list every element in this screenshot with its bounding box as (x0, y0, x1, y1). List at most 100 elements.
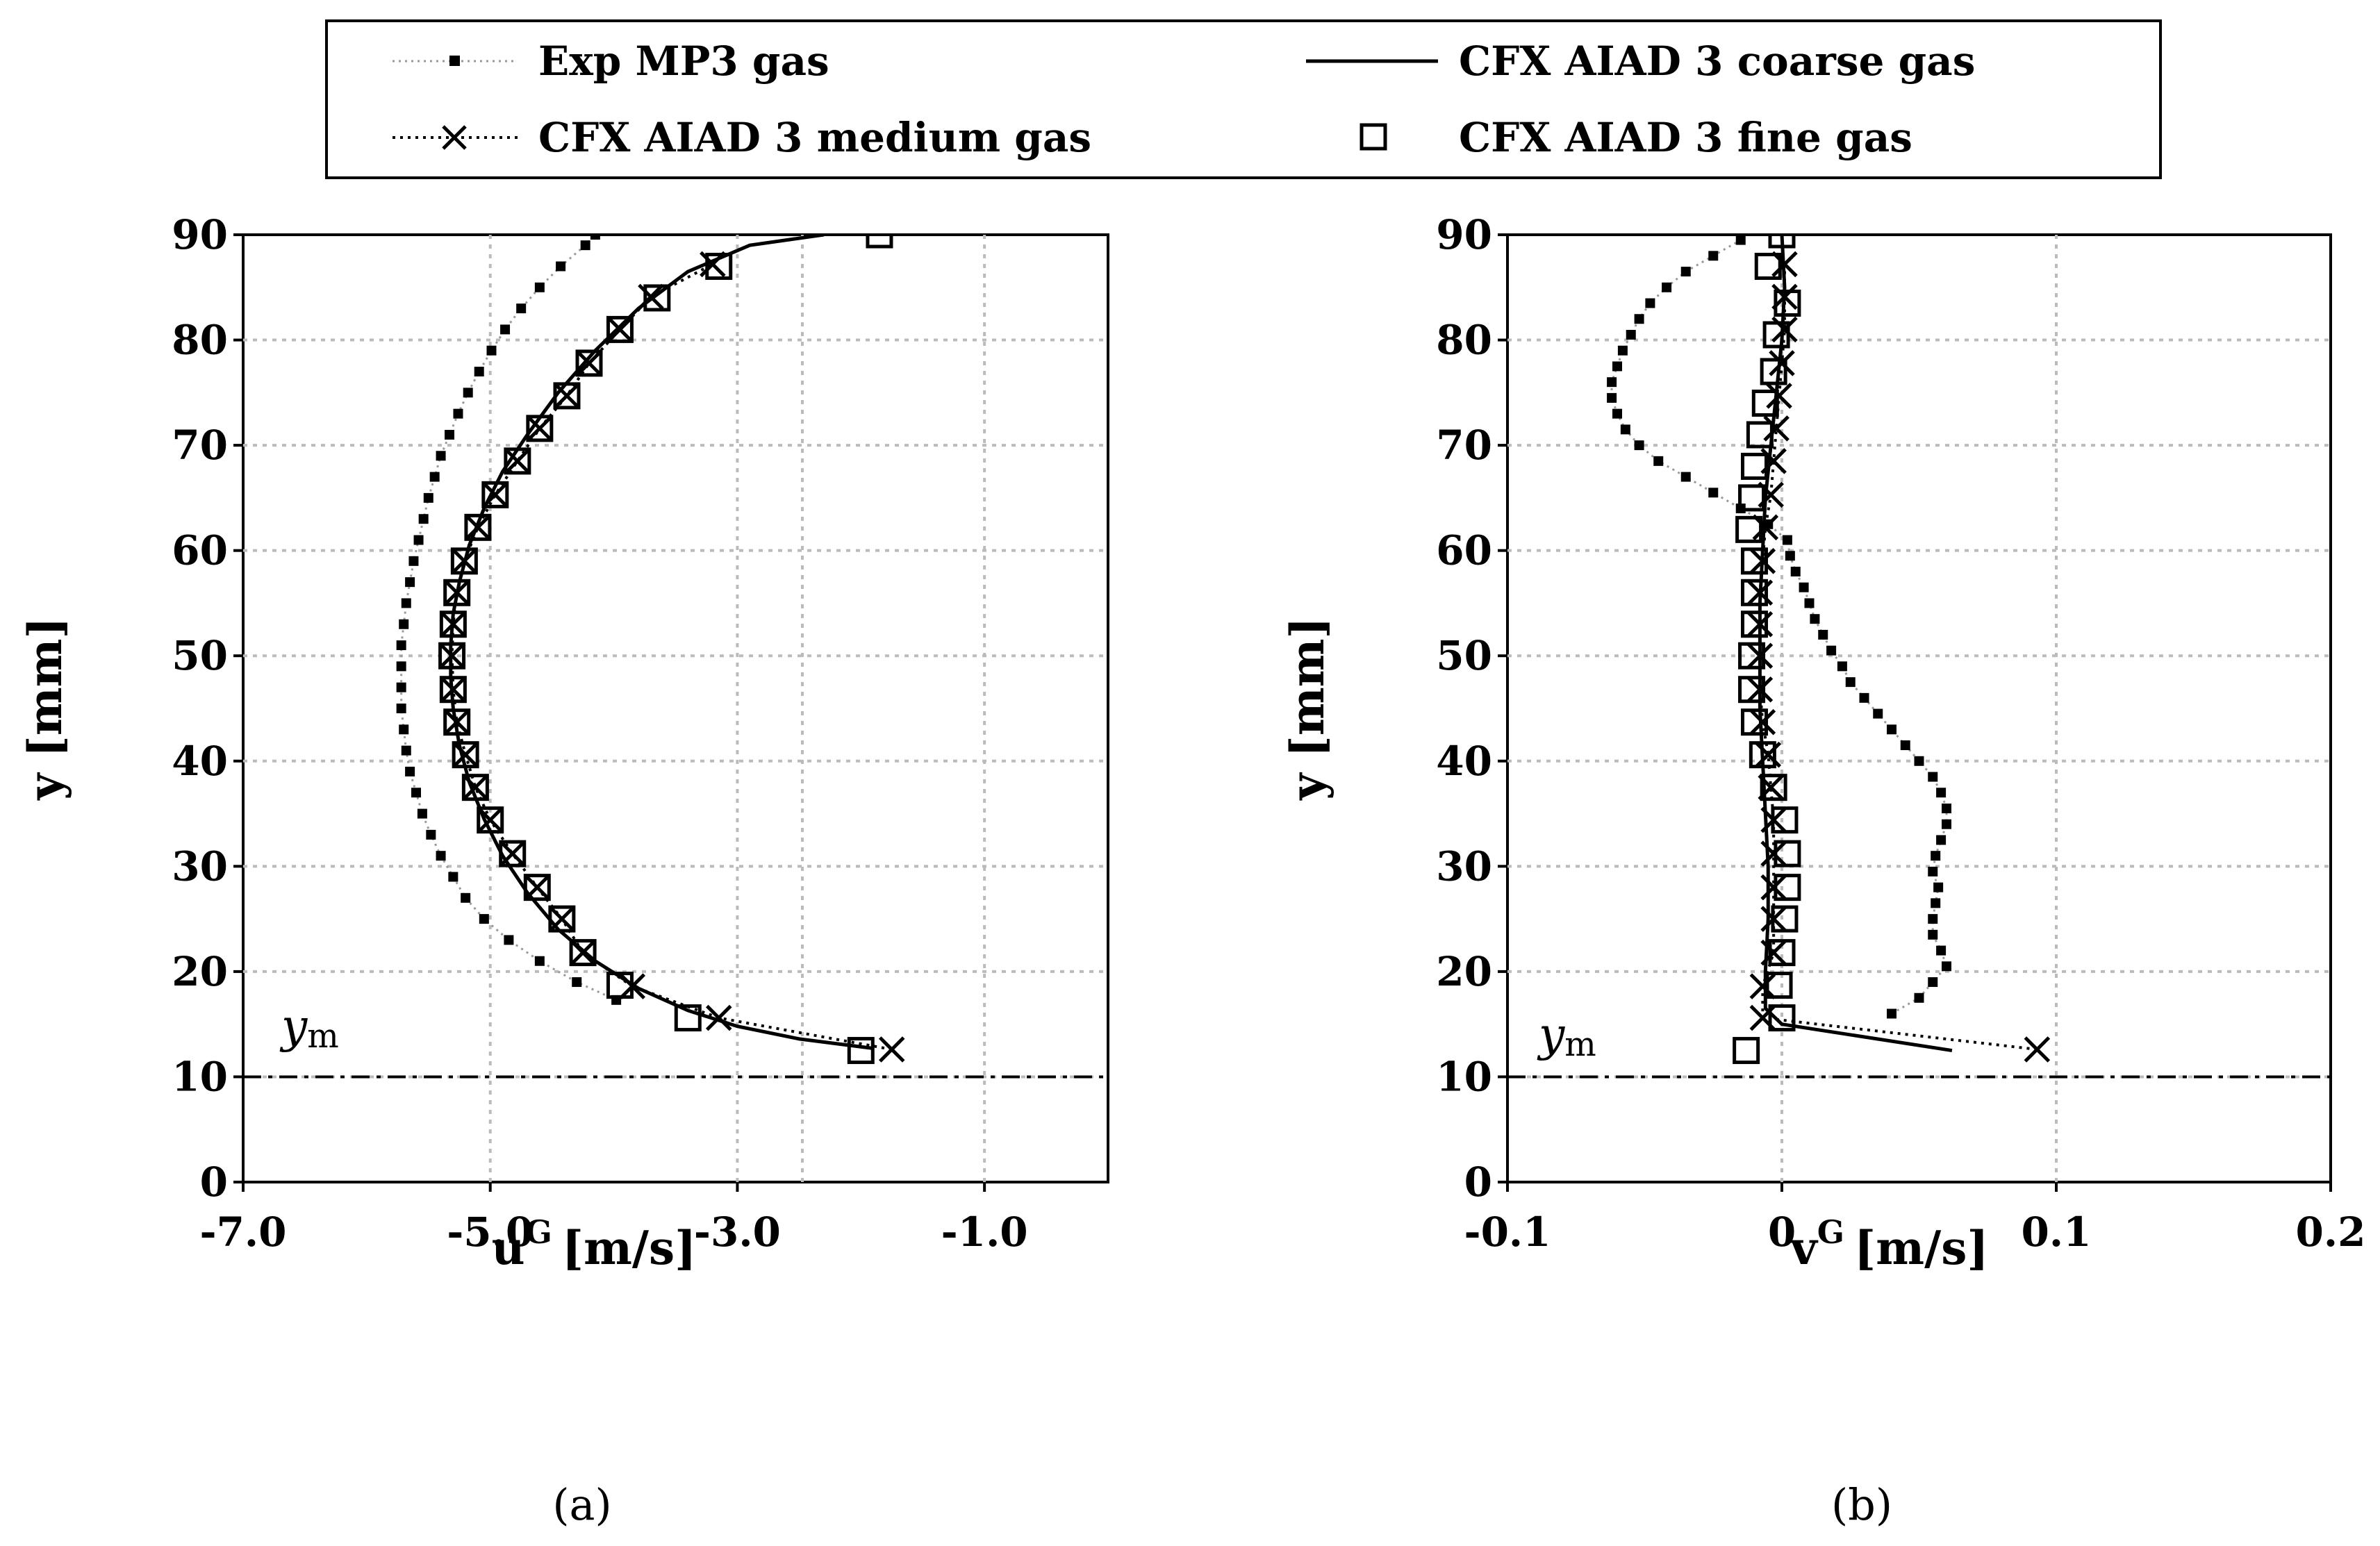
legend-item-medium: CFX AIAD 3 medium gas (392, 114, 1091, 161)
y-axis-label-a: y [mm] (18, 617, 72, 800)
data-point-exp (1653, 456, 1664, 466)
data-point-exp (436, 851, 446, 861)
x-tick-label: -0.1 (1464, 1208, 1551, 1256)
data-point-medium (499, 840, 526, 867)
x-tick-label: 0.2 (2296, 1208, 2366, 1256)
data-point-exp (1799, 582, 1809, 592)
data-point-exp (1708, 488, 1719, 498)
y-tick-label: 90 (1436, 211, 1492, 258)
legend-item-exp: Exp MP3 gas (392, 38, 829, 85)
data-point-fine (1774, 874, 1801, 901)
y-tick-label: 10 (1436, 1053, 1492, 1100)
data-point-medium (1749, 708, 1776, 735)
data-point-fine (643, 284, 671, 312)
series-medium-a (438, 251, 905, 1063)
data-point-fine (1760, 774, 1787, 801)
data-point-fine (1733, 1037, 1760, 1065)
data-point-exp (408, 556, 419, 566)
data-point-exp (1928, 914, 1938, 924)
data-point-medium (1766, 383, 1792, 409)
data-point-exp (1928, 866, 1938, 876)
x-tick-label: -3.0 (694, 1208, 781, 1256)
data-point-exp (1680, 472, 1691, 482)
data-point-fine (481, 481, 509, 508)
data-point-exp (1931, 898, 1941, 908)
data-point-medium (443, 708, 470, 735)
data-point-exp (1708, 251, 1719, 261)
data-point-exp (401, 745, 411, 756)
data-point-exp (396, 661, 406, 672)
data-point-fine (606, 315, 634, 343)
data-point-medium (570, 939, 596, 966)
y-tick-label: 0 (200, 1158, 228, 1206)
data-point-exp (504, 935, 514, 945)
series-exp-a (396, 235, 622, 1005)
data-point-exp (1607, 392, 1617, 403)
data-point-fine (1762, 321, 1790, 349)
legend-label-exp: Exp MP3 gas (538, 38, 829, 85)
data-point-fine (1751, 389, 1779, 417)
data-point-medium (477, 806, 504, 833)
gridlines-a (243, 235, 1108, 1182)
data-point-exp (463, 388, 473, 398)
data-point-fine (452, 741, 479, 769)
data-point-fine (1735, 515, 1763, 543)
data-point-exp (1612, 361, 1622, 372)
legend-item-coarse: CFX AIAD 3 coarse gas (1306, 38, 1975, 85)
data-point-exp (1645, 298, 1655, 308)
data-point-fine (1768, 235, 1796, 249)
data-point-fine (526, 415, 554, 442)
data-point-medium (451, 548, 478, 574)
y-tick-label: 40 (172, 738, 228, 785)
data-point-exp (426, 829, 436, 840)
data-point-exp (1914, 992, 1924, 1003)
data-point-exp (1942, 803, 1951, 813)
data-point-exp (1887, 1008, 1896, 1019)
data-point-exp (461, 892, 471, 903)
data-point-exp (436, 451, 446, 461)
data-point-exp (1936, 835, 1947, 845)
x-tick-label: 0.1 (2022, 1208, 2092, 1256)
data-point-exp (500, 324, 511, 335)
x-axis-ticks-a: -7.0 -5.0 -3.0 -1.0 (200, 1182, 1028, 1256)
data-point-exp (1859, 692, 1869, 703)
data-point-exp (1818, 629, 1828, 640)
data-point-medium (1746, 676, 1774, 703)
data-point-medium (440, 610, 467, 638)
data-point-exp (1837, 661, 1847, 672)
data-point-exp (479, 914, 489, 924)
data-point-fine (1738, 642, 1766, 670)
data-point-exp (1873, 708, 1883, 719)
data-point-exp (396, 704, 406, 713)
data-point-medium (554, 383, 580, 409)
data-point-exp (1785, 551, 1795, 561)
data-point-fine (1741, 610, 1768, 638)
data-point-exp (405, 577, 415, 588)
data-point-exp (417, 808, 427, 819)
y-tick-label: 90 (172, 211, 228, 258)
data-point-medium (700, 251, 726, 278)
data-point-fine (464, 513, 492, 541)
data-point-medium (1769, 350, 1795, 376)
data-point-exp (405, 766, 415, 776)
data-point-fine (450, 547, 478, 575)
data-point-fine (443, 579, 471, 606)
y-tick-label: 60 (172, 527, 228, 574)
data-point-medium (482, 481, 509, 508)
data-point-exp (1735, 235, 1746, 245)
data-point-fine (443, 708, 471, 736)
data-point-medium (452, 741, 479, 768)
data-point-medium (1752, 514, 1779, 541)
data-point-medium (527, 415, 553, 442)
ym-annotation-a: ym (279, 999, 339, 1056)
data-point-medium (1760, 874, 1787, 901)
data-point-exp (1845, 677, 1856, 688)
data-point-medium (1746, 642, 1774, 669)
x-tick-label: -5.0 (447, 1208, 534, 1256)
data-point-exp (1617, 345, 1628, 356)
series-line-exp (400, 235, 617, 1001)
data-point-exp (1826, 645, 1837, 656)
data-point-medium (878, 1036, 905, 1063)
